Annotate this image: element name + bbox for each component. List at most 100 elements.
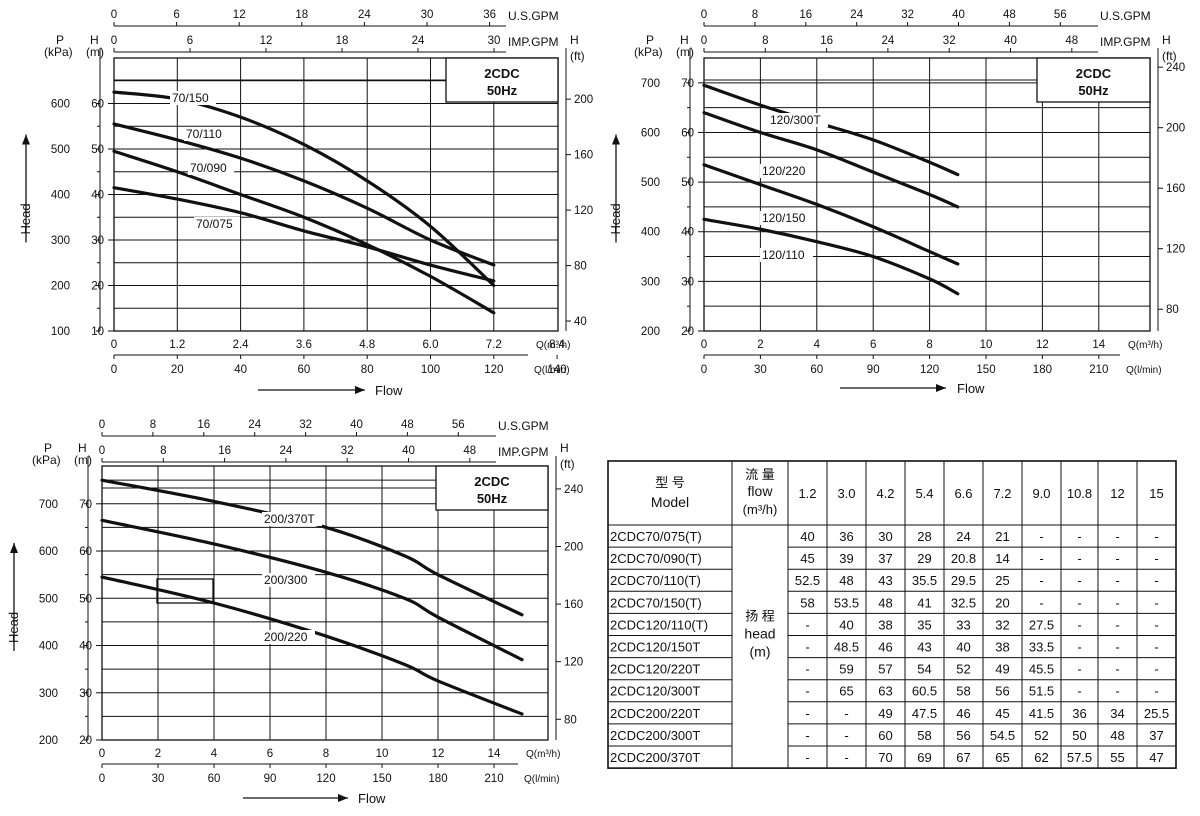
impgpm-tick-label: 0: [99, 445, 105, 457]
series-curve-200-300: [100, 518, 524, 662]
series-curve-70-090: [112, 149, 496, 315]
lmin-tick-label: 150: [372, 773, 391, 785]
usgpm-tick-label: 6: [173, 9, 179, 21]
head-value-cell: 38: [878, 617, 892, 632]
head-value-cell: 21: [995, 529, 1009, 544]
x-tick-label: 10: [376, 748, 389, 760]
usgpm-tick-label: 8: [752, 9, 758, 21]
head-value-cell: -: [1154, 551, 1158, 566]
model-cell: 2CDC120/300T: [610, 684, 700, 699]
table-row: 2CDC200/370T - - 70 69 67 65 62 57.5 55 47: [610, 750, 1164, 765]
head-value-cell: 32.5: [951, 595, 976, 610]
head-value-cell: -: [1039, 529, 1043, 544]
ft-tick-label: 200: [564, 541, 583, 553]
ft-label: (ft): [560, 457, 575, 471]
head-value-cell: 60.5: [912, 684, 937, 699]
p-label: P: [44, 441, 52, 455]
head-value-cell: 48: [1110, 728, 1124, 743]
chart-2cdc120: 2CDC50Hz202003030040400505006060070700P(…: [608, 9, 1185, 396]
usgpm-title: U.S.GPM: [498, 419, 549, 433]
chart-2cdc200: 2CDC50Hz202003030040400505006060070700P(…: [6, 419, 583, 806]
lmin-tick-label: 140: [548, 364, 567, 376]
table-row: 2CDC200/220T - - 49 47.5 46 45 41.5 36 34 25.5: [610, 706, 1169, 721]
usgpm-tick-label: 16: [197, 419, 210, 431]
head-value-cell: 60: [878, 728, 892, 743]
ft-axis: 80 120 160 200 240 H (ft): [1157, 33, 1185, 331]
title-line-1: 2CDC: [1076, 66, 1112, 81]
impgpm-tick-label: 6: [187, 35, 193, 47]
head-value-cell: -: [805, 750, 809, 765]
impgpm-tick-label: 12: [260, 35, 273, 47]
head-value-cell: 49: [878, 706, 892, 721]
head-value-cell: 48: [878, 595, 892, 610]
ft-tick-label: 40: [574, 316, 587, 328]
head-arrow: [10, 543, 18, 651]
chart-title: 2CDC 50Hz: [1036, 57, 1151, 103]
gpm-axes: 0 8 16 24 32 40 48 56 U.S.GPM 0 8 16 24 32 40 48 IMP.GPM: [99, 419, 549, 463]
head-value-cell: -: [805, 662, 809, 677]
x-tick-label: 8.4: [549, 339, 566, 351]
lmin-tick-label: 0: [701, 364, 707, 376]
ft-axis: 40 80 120 160 200 H (ft): [565, 33, 593, 331]
title-line-1: 2CDC: [474, 474, 510, 489]
x-tick-label: 12: [1036, 339, 1049, 351]
head-value-cell: 45.5: [1029, 662, 1054, 677]
p-tick-label: 600: [641, 127, 660, 139]
p-tick-label: 700: [39, 499, 58, 511]
title-line-2: 50Hz: [477, 491, 508, 506]
head-value-cell: 20.8: [951, 551, 976, 566]
impgpm-tick-label: 8: [160, 445, 166, 457]
flow-arrow: [243, 794, 348, 802]
model-header: Model: [651, 494, 689, 510]
usgpm-tick-label: 32: [299, 419, 312, 431]
head-value-cell: 46: [878, 640, 892, 655]
series-label-bg: [760, 164, 813, 178]
lmin-tick-label: 90: [264, 773, 277, 785]
head-value-cell: 67: [956, 750, 970, 765]
model-header-cn: 型 号: [655, 475, 685, 490]
lmin-tick-label: 210: [1089, 364, 1108, 376]
head-value-cell: -: [805, 640, 809, 655]
kpa-label: (kPa): [634, 45, 663, 59]
head-value-cell: 53.5: [834, 595, 859, 610]
series-label: 200/220: [264, 630, 308, 644]
h-tick-label: 20: [79, 735, 92, 747]
usgpm-tick-label: 30: [421, 9, 434, 21]
p-tick-label: 100: [51, 326, 70, 338]
head-value-cell: -: [1115, 640, 1119, 655]
head-value-cell: 52.5: [795, 573, 820, 588]
usgpm-tick-label: 0: [99, 419, 105, 431]
head-value-cell: -: [844, 750, 848, 765]
table-row: 2CDC70/075(T) 40 36 30 28 24 21 - - - -: [610, 529, 1159, 544]
head-value-cell: 65: [839, 684, 853, 699]
head-value-cell: 39: [839, 551, 853, 566]
flow-arrow-head: [338, 794, 348, 802]
h-tick-label: 40: [79, 641, 92, 653]
head-value-cell: -: [805, 706, 809, 721]
title-box: [1036, 57, 1151, 103]
model-cell: 2CDC200/220T: [610, 706, 700, 721]
head-value-cell: -: [1115, 684, 1119, 699]
series-label-bg: [760, 211, 813, 225]
impgpm-tick-label: 48: [1065, 35, 1078, 47]
kpa-label: (kPa): [32, 453, 61, 467]
ft-tick-label: 80: [1166, 304, 1179, 316]
series-label-bg: [262, 512, 322, 526]
h-ft-label: H: [570, 33, 579, 47]
head-value-cell: 62: [1034, 750, 1048, 765]
title-line-2: 50Hz: [487, 83, 518, 98]
table-row: 2CDC120/110(T) - 40 38 35 33 32 27.5 - - -: [610, 617, 1159, 632]
h-tick-label: 70: [681, 78, 694, 90]
series-curve-70-075: [112, 186, 496, 283]
x-tick-label: 0: [99, 748, 105, 760]
head-value-cell: -: [1077, 595, 1081, 610]
ft-label: (ft): [570, 49, 585, 63]
x-axis: 0 2 4 6 8 10 12 14 Q(m³/h) 0 30 60 90 120 150 180 210 Q(l…: [701, 339, 1163, 376]
head-arrow-head: [10, 543, 18, 553]
flow-label: Flow: [957, 381, 985, 396]
lmin-tick-label: 210: [484, 773, 503, 785]
usgpm-title: U.S.GPM: [508, 9, 559, 23]
head-value-cell: 52: [956, 662, 970, 677]
ft-axis: 80 120 160 200 240 H (ft): [555, 441, 583, 740]
